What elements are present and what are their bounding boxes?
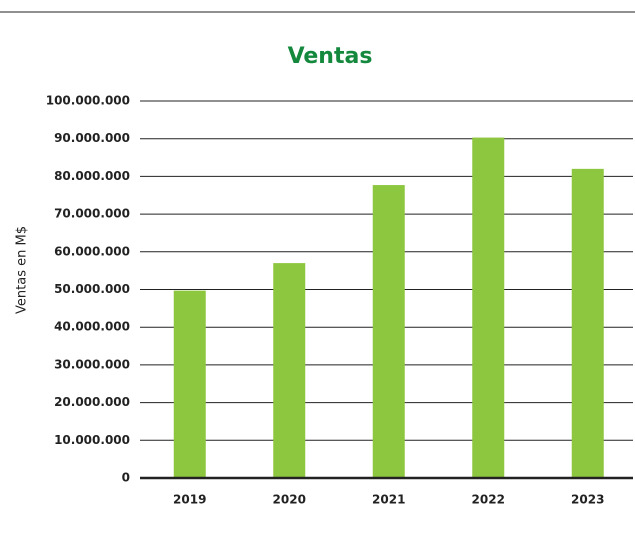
y-axis-label: Ventas en M$: [15, 226, 30, 314]
y-tick-label: 30.000.000: [54, 357, 130, 371]
bar: [571, 168, 604, 479]
x-tick-label: 2019: [173, 493, 206, 507]
y-tick-label: 70.000.000: [54, 207, 130, 221]
bar: [173, 290, 206, 478]
x-tick-label: 2021: [372, 493, 405, 507]
y-tick-label: 90.000.000: [54, 131, 130, 145]
bar: [273, 263, 306, 478]
bar: [472, 137, 505, 478]
y-tick-label: 100.000.000: [46, 94, 130, 108]
y-tick-label: 40.000.000: [54, 320, 130, 334]
x-tick-label: 2023: [571, 493, 604, 507]
y-tick-label: 10.000.000: [54, 433, 130, 447]
y-tick-label: 80.000.000: [54, 169, 130, 183]
bar: [372, 185, 405, 479]
y-tick-label: 0: [122, 471, 130, 485]
x-tick-label: 2020: [273, 493, 306, 507]
x-tick-label: 2022: [472, 493, 505, 507]
y-tick-label: 20.000.000: [54, 395, 130, 409]
y-tick-label: 60.000.000: [54, 244, 130, 258]
y-tick-label: 50.000.000: [54, 282, 130, 296]
chart-title: Ventas: [288, 44, 373, 69]
